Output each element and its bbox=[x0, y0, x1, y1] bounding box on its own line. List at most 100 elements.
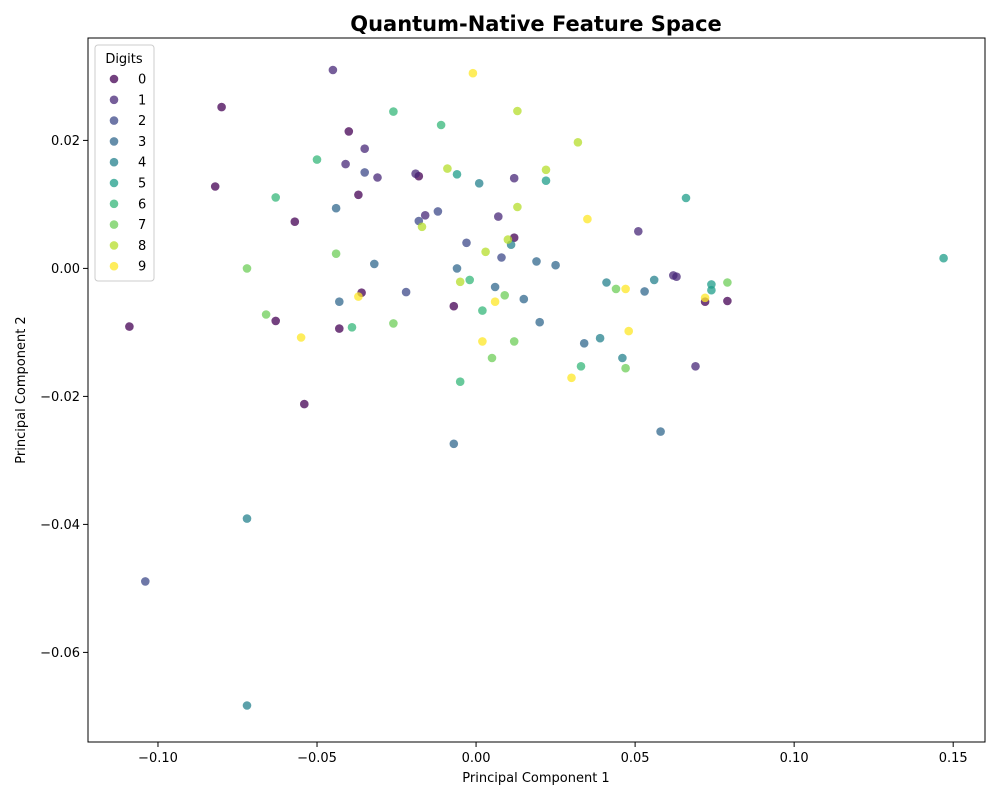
legend-label-digit-9: 9 bbox=[138, 260, 146, 275]
data-point-digit-0 bbox=[344, 127, 354, 136]
data-point-digit-5 bbox=[707, 285, 716, 295]
data-point-digit-5 bbox=[452, 170, 462, 179]
data-point-digit-8 bbox=[513, 202, 522, 212]
data-point-digit-4 bbox=[602, 278, 611, 287]
legend-marker-digit-4 bbox=[109, 157, 119, 167]
data-point-digit-3 bbox=[579, 339, 589, 348]
data-point-digit-0 bbox=[217, 102, 226, 112]
x-axis-title: Principal Component 1 bbox=[462, 771, 609, 786]
data-point-digit-3 bbox=[449, 439, 459, 449]
legend-label-digit-8: 8 bbox=[138, 239, 146, 254]
legend-marker-digit-2 bbox=[109, 116, 119, 125]
x-tick-label: −0.05 bbox=[297, 751, 337, 766]
data-point-digit-3 bbox=[532, 257, 541, 266]
y-tick-label: −0.04 bbox=[40, 518, 80, 533]
legend: Digits 0 1 2 3 4 5 6 7 8 9 bbox=[94, 44, 155, 282]
data-point-digit-8 bbox=[455, 277, 465, 287]
data-point-digit-3 bbox=[656, 427, 665, 436]
data-point-digit-1 bbox=[672, 272, 681, 282]
legend-label-digit-3: 3 bbox=[138, 135, 146, 150]
data-point-digit-1 bbox=[411, 169, 420, 178]
data-point-digit-9 bbox=[296, 333, 306, 342]
legend-label-digit-0: 0 bbox=[138, 73, 146, 88]
data-point-digit-7 bbox=[723, 278, 732, 287]
legend-marker-digit-6 bbox=[109, 199, 119, 209]
plot-frame bbox=[87, 37, 986, 743]
data-point-digit-8 bbox=[573, 138, 583, 147]
data-point-digit-8 bbox=[443, 164, 452, 173]
data-point-digit-3 bbox=[519, 294, 529, 304]
data-point-digit-7 bbox=[500, 291, 510, 300]
data-point-digit-4 bbox=[649, 275, 659, 285]
data-point-digit-4 bbox=[242, 701, 252, 710]
data-point-digit-9 bbox=[468, 68, 478, 78]
x-tick-label: −0.10 bbox=[138, 751, 178, 766]
legend-label-digit-4: 4 bbox=[138, 156, 146, 171]
data-point-digit-6 bbox=[312, 155, 322, 164]
data-point-digit-0 bbox=[335, 324, 344, 333]
data-point-digit-5 bbox=[681, 193, 691, 203]
data-point-digit-1 bbox=[360, 144, 370, 153]
data-point-digit-8 bbox=[481, 247, 490, 257]
data-point-digit-8 bbox=[541, 165, 551, 175]
x-tick-label: 0.05 bbox=[621, 751, 650, 766]
x-tick-label: 0.00 bbox=[462, 751, 491, 766]
data-point-digit-7 bbox=[509, 337, 519, 346]
data-point-digit-0 bbox=[300, 399, 309, 409]
data-point-digit-6 bbox=[478, 306, 487, 315]
points-layer bbox=[125, 65, 948, 710]
x-tick-label: 0.15 bbox=[939, 751, 968, 766]
data-point-digit-7 bbox=[487, 353, 497, 363]
data-point-digit-9 bbox=[354, 292, 363, 301]
legend-marker-digit-3 bbox=[109, 137, 119, 146]
data-point-digit-6 bbox=[576, 362, 586, 371]
data-point-digit-5 bbox=[939, 253, 948, 263]
data-point-digit-8 bbox=[503, 235, 513, 244]
x-axis: −0.10 −0.05 0.00 0.05 0.10 0.15 bbox=[138, 742, 968, 766]
data-point-digit-9 bbox=[478, 337, 487, 346]
data-point-digit-5 bbox=[541, 176, 551, 185]
data-point-digit-8 bbox=[513, 106, 522, 116]
legend-label-digit-6: 6 bbox=[138, 197, 146, 212]
data-point-digit-6 bbox=[455, 377, 465, 387]
data-point-digit-7 bbox=[621, 363, 630, 373]
data-point-digit-9 bbox=[490, 297, 500, 307]
data-point-digit-1 bbox=[634, 227, 643, 236]
data-point-digit-9 bbox=[700, 293, 710, 303]
data-point-digit-6 bbox=[465, 275, 475, 285]
data-point-digit-1 bbox=[420, 211, 430, 220]
data-point-digit-0 bbox=[723, 296, 732, 306]
legend-marker-digit-7 bbox=[109, 220, 119, 229]
legend-marker-digit-8 bbox=[109, 241, 119, 250]
data-point-digit-8 bbox=[417, 222, 427, 232]
data-point-digit-2 bbox=[497, 253, 506, 262]
legend-label-digit-1: 1 bbox=[138, 93, 146, 108]
data-point-digit-9 bbox=[567, 373, 576, 383]
data-point-digit-0 bbox=[290, 217, 300, 226]
y-tick-label: −0.06 bbox=[40, 646, 80, 661]
data-point-digit-4 bbox=[242, 514, 252, 523]
data-point-digit-3 bbox=[335, 297, 344, 307]
data-point-digit-4 bbox=[474, 179, 484, 188]
data-point-digit-2 bbox=[433, 207, 443, 216]
data-point-digit-6 bbox=[271, 193, 281, 202]
data-point-digit-4 bbox=[595, 333, 605, 343]
chart-title: Quantum-Native Feature Space bbox=[350, 12, 722, 36]
data-point-digit-2 bbox=[462, 238, 471, 248]
data-point-digit-3 bbox=[640, 287, 649, 296]
data-point-digit-1 bbox=[373, 173, 382, 182]
y-tick-label: −0.02 bbox=[40, 390, 80, 405]
data-point-digit-6 bbox=[436, 120, 446, 130]
data-point-digit-9 bbox=[621, 284, 630, 294]
data-point-digit-1 bbox=[691, 362, 700, 371]
data-point-digit-3 bbox=[551, 260, 560, 270]
data-point-digit-2 bbox=[360, 168, 370, 177]
legend-marker-digit-0 bbox=[109, 74, 119, 84]
legend-title: Digits bbox=[105, 52, 143, 67]
legend-label-digit-7: 7 bbox=[138, 218, 146, 233]
data-point-digit-6 bbox=[389, 107, 398, 116]
legend-box bbox=[94, 44, 155, 282]
y-tick-label: 0.00 bbox=[51, 262, 80, 277]
data-point-digit-0 bbox=[354, 190, 363, 200]
